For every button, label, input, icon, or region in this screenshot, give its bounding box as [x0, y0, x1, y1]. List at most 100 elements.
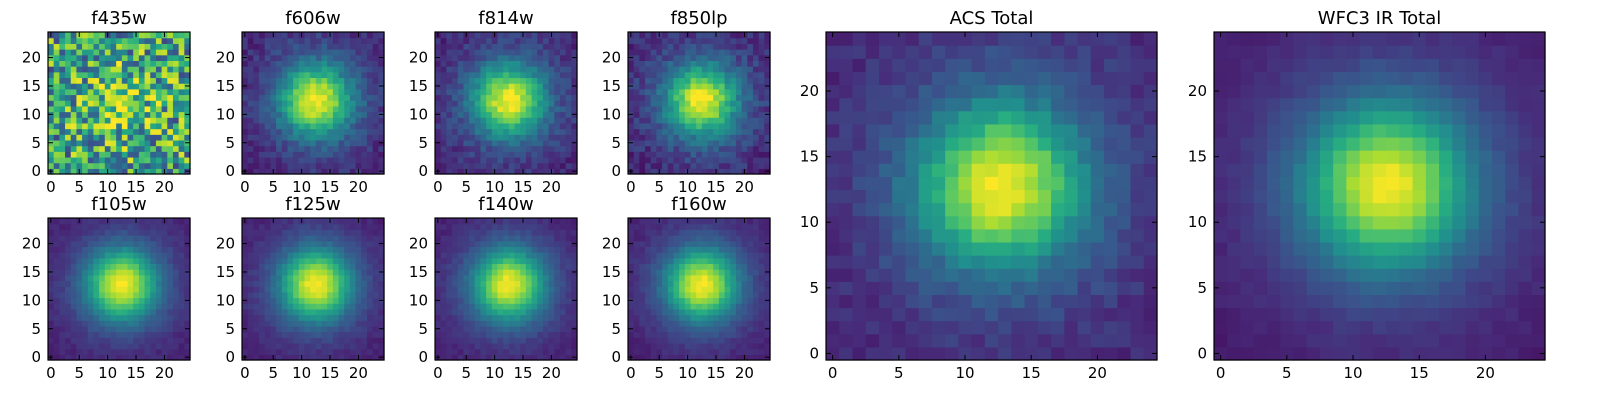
- heatmap-cell: [178, 168, 185, 175]
- heatmap-cell: [144, 320, 151, 327]
- heatmap-cell: [650, 49, 657, 56]
- heatmap-cell: [497, 117, 504, 124]
- heatmap-cell: [662, 60, 669, 67]
- heatmap-cell: [531, 325, 538, 333]
- heatmap-cell: [270, 269, 277, 276]
- heatmap-cell: [70, 223, 77, 230]
- heatmap-cell: [1130, 307, 1145, 322]
- heatmap-cell: [332, 229, 340, 236]
- heatmap-cell: [355, 105, 362, 113]
- heatmap-cell: [469, 128, 476, 135]
- heatmap-cell: [76, 49, 83, 56]
- heatmap-cell: [298, 331, 306, 338]
- heatmap-cell: [281, 331, 289, 338]
- heatmap-cell: [1143, 346, 1158, 361]
- heatmap-cell: [53, 139, 60, 147]
- heatmap-cell: [554, 66, 561, 73]
- heatmap-cell: [531, 286, 538, 293]
- heatmap-cell: [958, 307, 973, 322]
- heatmap-cell: [559, 274, 567, 282]
- heatmap-cell: [344, 117, 351, 124]
- heatmap-cell: [178, 280, 185, 287]
- heatmap-cell: [338, 145, 345, 152]
- heatmap-cell: [264, 151, 271, 158]
- heatmap-cell: [878, 241, 893, 256]
- heatmap-cell: [945, 215, 959, 230]
- heatmap-cell: [293, 145, 300, 152]
- heatmap-cell: [247, 218, 254, 225]
- heatmap-cell: [469, 286, 476, 293]
- heatmap-cell: [184, 257, 191, 265]
- heatmap-cell: [918, 176, 933, 191]
- heatmap-cell: [945, 294, 959, 309]
- heatmap-cell: [684, 122, 692, 130]
- heatmap-cell: [87, 37, 95, 44]
- heatmap-cell: [361, 291, 368, 299]
- heatmap-cell: [520, 320, 527, 327]
- heatmap-cell: [121, 263, 129, 270]
- heatmap-cell: [184, 37, 191, 44]
- heatmap-cell: [59, 331, 66, 338]
- heatmap-cell: [457, 128, 464, 135]
- heatmap-cell: [155, 235, 163, 242]
- heatmap-cell: [446, 32, 453, 39]
- heatmap-cell: [167, 274, 174, 282]
- heatmap-cell: [310, 77, 317, 84]
- heatmap-cell: [155, 111, 163, 118]
- heatmap-cell: [355, 325, 362, 333]
- heatmap-cell: [372, 342, 379, 350]
- heatmap-cell: [565, 168, 572, 175]
- heatmap-cell: [1037, 58, 1052, 72]
- heatmap-cell: [486, 274, 493, 282]
- heatmap-cell: [463, 66, 470, 73]
- heatmap-cell: [1077, 84, 1092, 99]
- heatmap-cell: [372, 337, 379, 344]
- heatmap-cell: [264, 49, 271, 56]
- heatmap-cell: [82, 43, 89, 50]
- heatmap-cell: [93, 139, 100, 147]
- heatmap-cell: [520, 348, 527, 355]
- heatmap-cell: [514, 145, 521, 152]
- heatmap-cell: [338, 139, 345, 147]
- heatmap-cell: [304, 286, 311, 293]
- y-tick-label: 0: [225, 162, 235, 180]
- heatmap-cell: [104, 88, 112, 96]
- heatmap-cell: [878, 71, 893, 86]
- heatmap-cell: [463, 100, 470, 107]
- heatmap-cell: [338, 263, 345, 270]
- heatmap-cell: [724, 117, 731, 124]
- heatmap-cell: [247, 54, 254, 61]
- heatmap-cell: [707, 128, 714, 135]
- heatmap-cell: [121, 32, 129, 39]
- heatmap-cell: [70, 43, 77, 50]
- heatmap-cell: [53, 43, 60, 50]
- heatmap-cell: [514, 117, 521, 124]
- heatmap-cell: [242, 337, 249, 344]
- heatmap-cell: [253, 257, 260, 265]
- heatmap-cell: [525, 83, 533, 90]
- heatmap-cell: [93, 223, 100, 230]
- heatmap-cell: [48, 229, 55, 236]
- heatmap-cell: [76, 43, 83, 50]
- heatmap-cell: [457, 286, 464, 293]
- heatmap-cell: [520, 43, 527, 50]
- heatmap-cell: [259, 156, 266, 164]
- heatmap-cell: [76, 314, 83, 321]
- heatmap-cell: [344, 223, 351, 230]
- heatmap-cell: [310, 223, 317, 230]
- heatmap-cell: [93, 162, 100, 169]
- heatmap-cell: [440, 168, 447, 175]
- heatmap-cell: [287, 134, 294, 141]
- heatmap-cell: [878, 150, 893, 164]
- heatmap-cell: [480, 297, 487, 304]
- heatmap-cell: [713, 43, 720, 50]
- heatmap-cell: [355, 291, 362, 299]
- heatmap-cell: [287, 100, 294, 107]
- heatmap-cell: [984, 58, 999, 72]
- heatmap-cell: [281, 128, 289, 135]
- heatmap-cell: [127, 252, 134, 259]
- heatmap-cell: [565, 337, 572, 344]
- heatmap-cell: [497, 71, 504, 79]
- heatmap-cell: [520, 122, 527, 130]
